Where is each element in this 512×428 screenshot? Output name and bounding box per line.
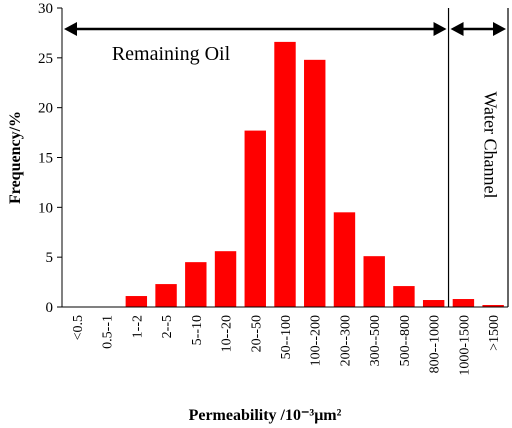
y-tick-label: 0	[46, 300, 54, 316]
y-tick-label: 15	[38, 151, 53, 167]
bar-4	[185, 262, 207, 307]
bar-3	[155, 284, 177, 307]
x-tick-label: >1500	[487, 315, 502, 351]
bar-11	[393, 286, 415, 307]
y-tick-label: 5	[46, 250, 54, 266]
x-tick-label: 20--50	[249, 315, 264, 352]
water-channel-arrow	[450, 22, 506, 36]
remaining-oil-label: Remaining Oil	[112, 43, 231, 65]
arrow-head-left	[64, 22, 77, 36]
bar-6	[244, 130, 266, 307]
bar-7	[274, 41, 296, 307]
x-tick-label: 10--20	[220, 315, 235, 352]
regions-layer: Remaining Oil Water Channel	[64, 8, 509, 307]
bar-9	[333, 212, 356, 307]
x-tick-label: 50--100	[279, 315, 294, 359]
y-tick-label: 25	[38, 51, 53, 67]
y-tick-label: 30	[38, 1, 53, 17]
x-tick-label: 100--200	[309, 315, 324, 366]
bar-8	[304, 59, 326, 307]
arrow-head-right	[493, 22, 506, 36]
x-tick-label: 200--300	[338, 315, 353, 366]
x-tick-label: 300--500	[368, 315, 383, 366]
bar-2	[125, 296, 148, 307]
y-tick-label: 10	[38, 200, 53, 216]
x-tick-label: 5--10	[190, 315, 205, 345]
y-axis-title: Frequency/%	[7, 111, 24, 204]
bar-10	[363, 256, 385, 307]
bar-5	[214, 251, 237, 307]
arrow-head-left	[450, 22, 464, 36]
x-tick-label: 1000-1500	[457, 315, 472, 376]
x-tick-label: 0.5--1	[101, 315, 116, 349]
bar-14	[482, 305, 504, 307]
remaining-oil-arrow	[64, 22, 447, 36]
x-axis-title: Permeability /10⁻³μm²	[189, 407, 342, 424]
arrow-head-right	[433, 22, 447, 36]
bars-layer	[125, 41, 504, 307]
x-tick-label: 500--800	[398, 315, 413, 366]
bar-12	[422, 300, 445, 307]
x-tick-label: 2--5	[160, 315, 175, 338]
x-ticks: <0.5 0.5--1 1--2 2--5 5--10 10--20 20--50 50--1…	[71, 315, 502, 376]
water-channel-label: Water Channel	[480, 91, 500, 198]
y-tick-label: 20	[38, 101, 53, 117]
x-tick-label: 800--1000	[428, 315, 443, 373]
y-ticks: 0 5 10 15 20 25 30	[38, 1, 62, 316]
bar-13	[452, 299, 475, 307]
x-tick-label: 1--2	[130, 315, 145, 338]
x-tick-label: <0.5	[71, 315, 86, 340]
